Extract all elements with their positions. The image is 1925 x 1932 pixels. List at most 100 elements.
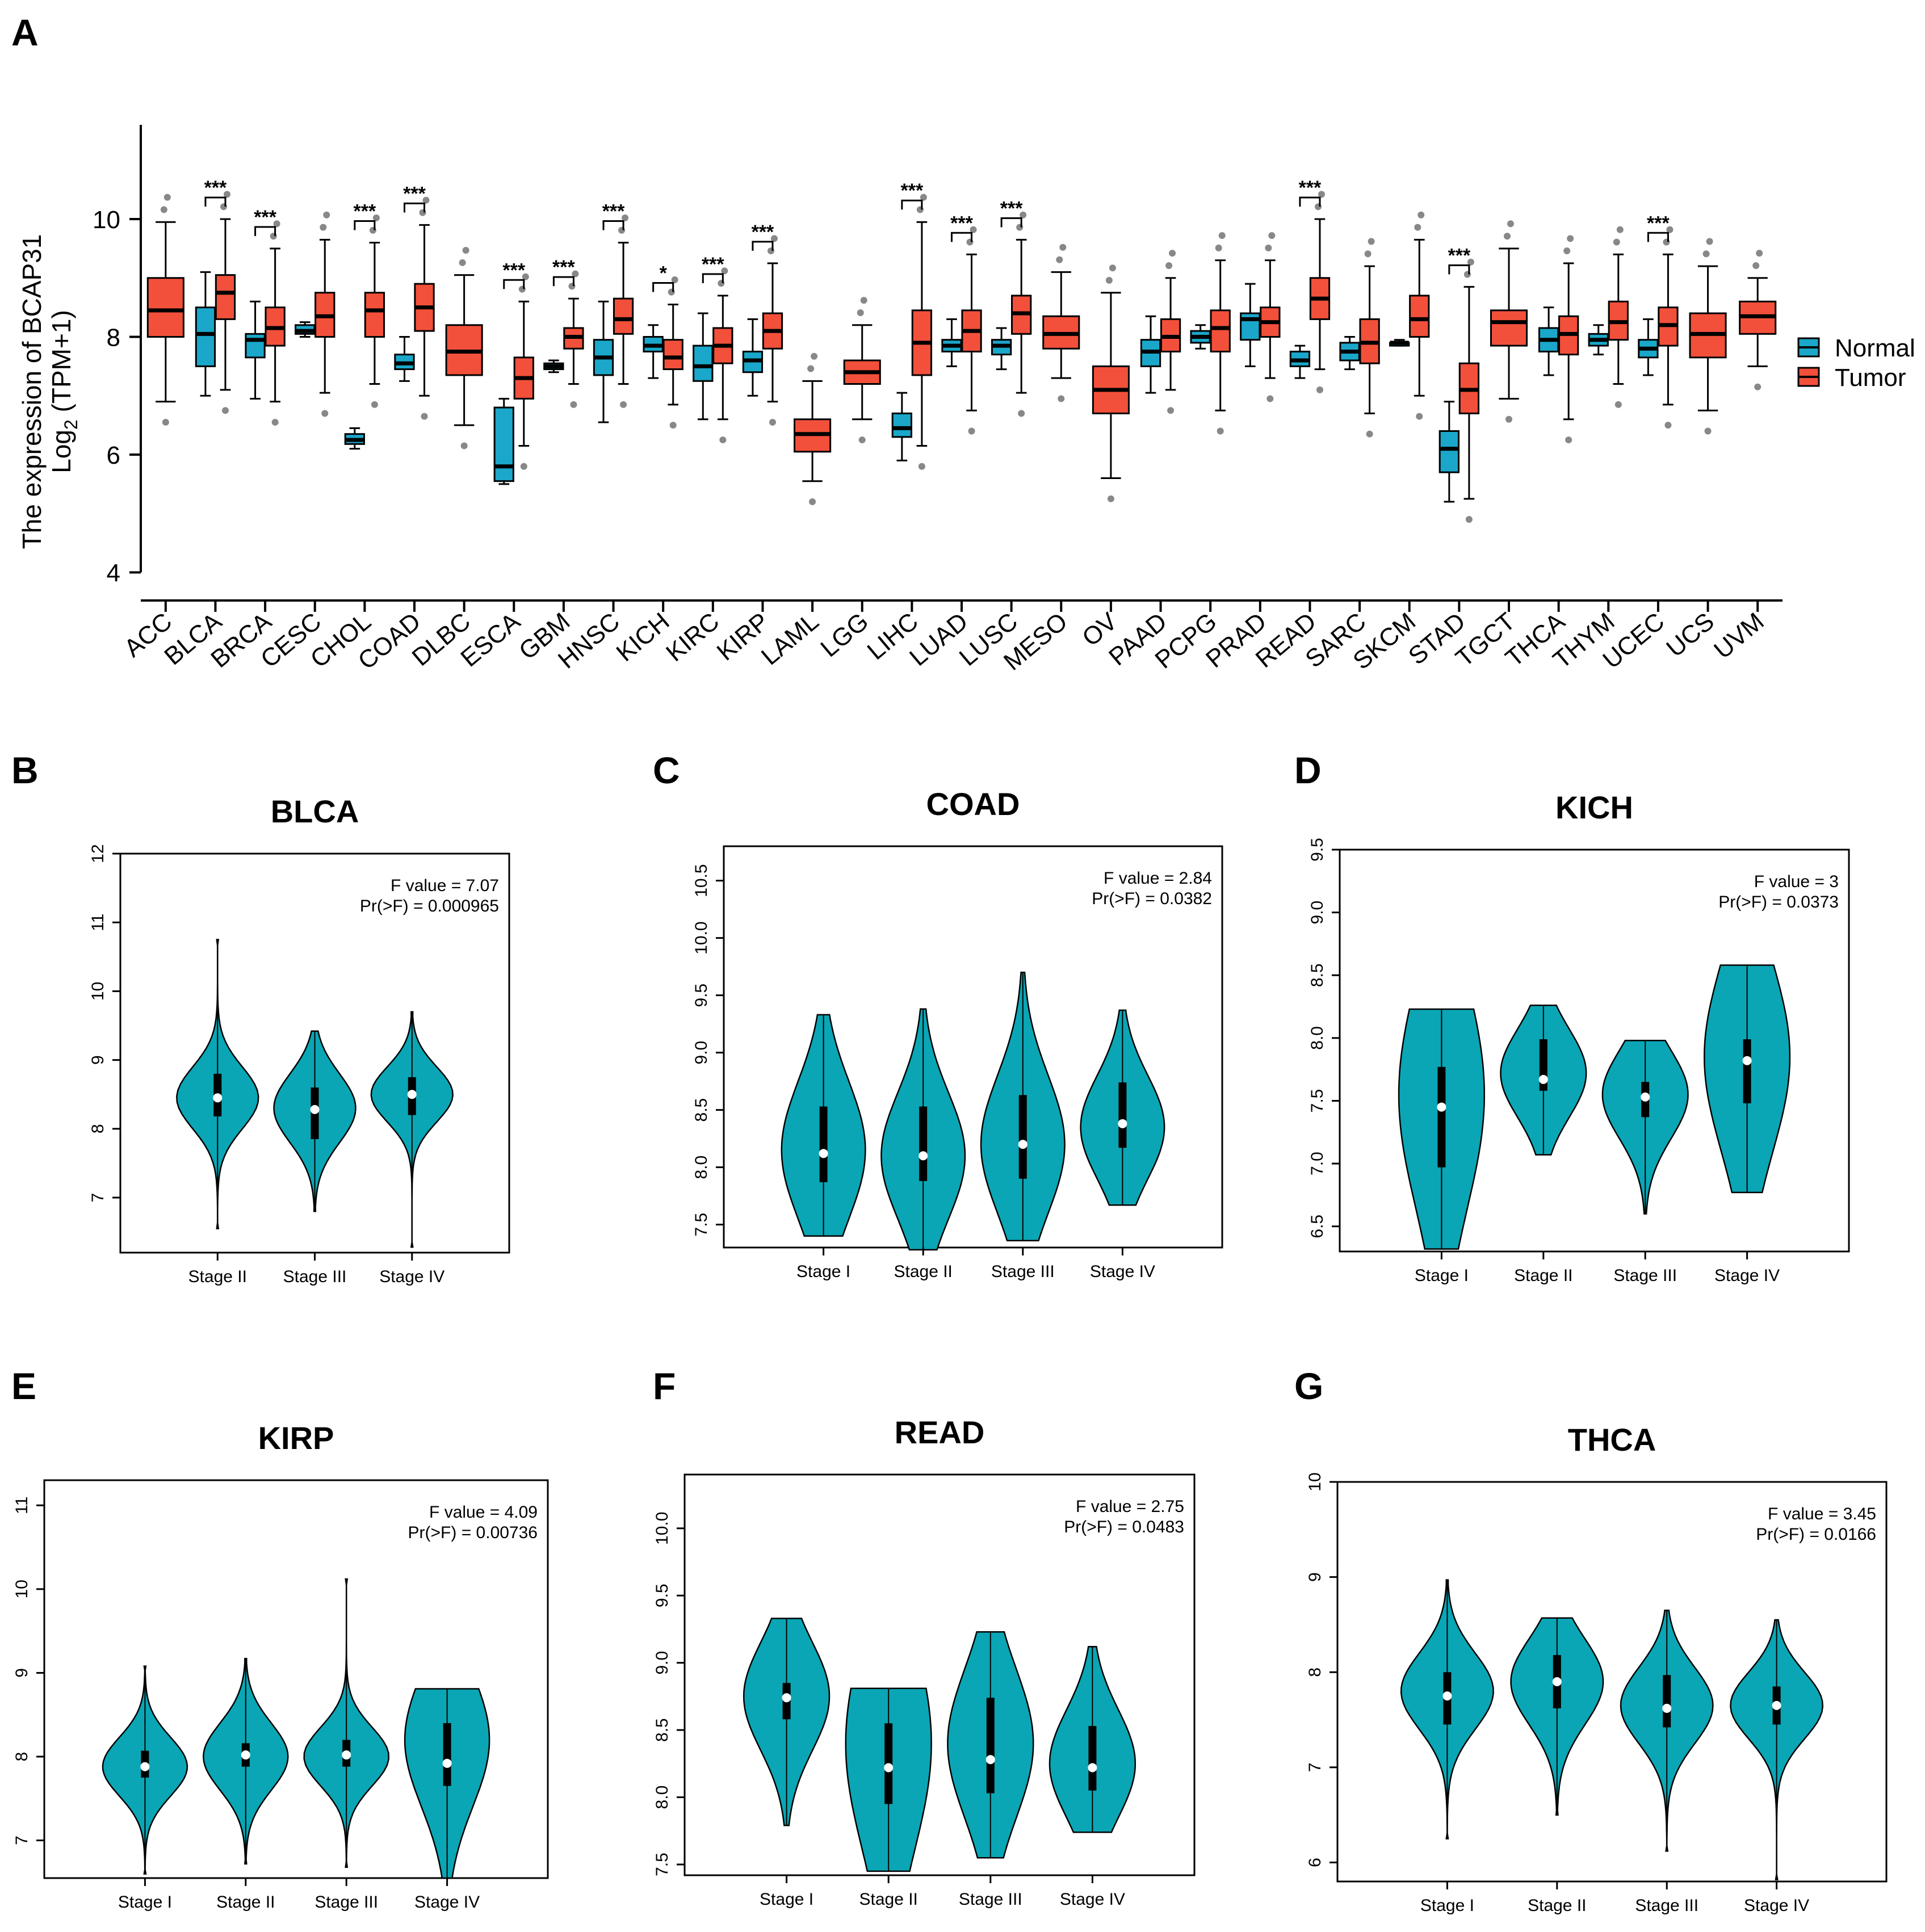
cat-laml-tumor-outlier [807,365,815,372]
violin-panel-e-title: KIRP [258,1420,334,1456]
violin-panel-g-stage-i-median [1442,1691,1452,1701]
cat-cesc-tumor-outlier [321,410,329,417]
violin-panel-c-y-tick-label: 8.5 [692,1098,711,1122]
violin-panel-d-p-value: Pr(>F) = 0.0373 [1718,893,1839,912]
violin-panel-f-y-tick-label: 8.0 [653,1786,672,1809]
violin-panel-f-y-tick-label: 9.0 [653,1651,672,1675]
cat-ucs-tumor-outlier [1706,238,1713,245]
cat-brca-tumor-outlier [271,418,279,426]
violin-panel-b-stage-ii-x-label: Stage II [188,1267,247,1286]
y-axis-label-line1: The expression of BCAP31 [17,234,47,549]
violin-panel-e-stage-i-median [140,1762,150,1771]
cat-sarc-tumor-outlier [1364,250,1372,258]
violin-panel-c-stage-iv-x-label: Stage IV [1090,1262,1155,1281]
violin-panel-e-y-tick-label: 8 [12,1752,31,1762]
violin-panel-c-y-tick-label: 8.0 [692,1156,711,1179]
cat-esca-x-label: ESCA [455,607,526,673]
violin-panel-f-stage-iii-iqr [986,1698,995,1794]
violin-panel-g-p-value: Pr(>F) = 0.0166 [1756,1525,1876,1544]
cat-kirc-normal-box [693,345,714,382]
cat-kich-tumor-box [662,339,683,371]
violin-panel-b-stage-iii-x-label: Stage III [283,1267,347,1286]
cat-stad-sig-bracket [1448,264,1470,275]
violin-panel-g-y-tick-label: 10 [1306,1472,1324,1491]
cat-chol-sig-bracket [354,220,376,230]
cat-gbm-sig-label: *** [552,257,575,278]
cat-kirp-tumor-outlier [770,235,778,242]
cat-chol-sig-label: *** [354,201,376,222]
cat-kirc-x-label: KIRC [661,607,724,667]
cat-sarc-tumor-outlier [1366,430,1373,438]
violin-panel-d-y-tick-label: 9.0 [1308,901,1327,925]
y-axis-label-line2: Log2 (TPM+1) [47,310,81,473]
cat-dlbc-tumor-outlier [459,259,466,266]
panel-letter-g: G [1294,1365,1323,1407]
violin-panel-g-f-value: F value = 3.45 [1768,1505,1876,1523]
violin-panel-b-f-value: F value = 7.07 [391,876,499,895]
cat-brca-sig-bracket [254,226,276,236]
cat-thym-tumor-outlier [1614,401,1622,408]
cat-meso-tumor-outlier [1058,395,1065,402]
cat-kich-tumor-outlier [671,276,678,283]
cat-esca-sig-label: *** [502,259,525,281]
cat-kirc-tumor-outlier [719,436,727,444]
cat-lusc-tumor-outlier [1018,410,1025,417]
violin-panel-d-y-tick-label: 8.0 [1308,1026,1327,1050]
violin-panel-f-stage-ii-x-label: Stage II [859,1890,917,1909]
cat-stad-normal-box [1438,430,1460,473]
violin-panel-g-y-tick-label: 7 [1306,1763,1324,1773]
violin-panel-e-f-value: F value = 4.09 [429,1503,538,1522]
violin-panel-b: BLCA 7 8 9 10 11 12 F value = 7.07 Pr(>F) = 0.00… [89,793,510,1286]
violin-panel-d-stage-iv-x-label: Stage IV [1714,1266,1780,1285]
cat-laml-tumor-outlier [809,498,816,505]
violin-panel-e-stage-ii-median [241,1750,250,1760]
violin-panel-e-y-tick-label: 10 [12,1580,31,1598]
violin-panel-g-y-tick-label: 8 [1306,1668,1324,1677]
violin-panel-c-frame [723,845,1223,1249]
violin-panel-e-y-tick-label: 11 [12,1497,31,1514]
cat-luad-x-label: LUAD [904,607,973,671]
violin-panel-e-y-tick-label: 9 [12,1668,31,1678]
violin-panel-b-y-tick-label: 10 [89,982,107,1001]
panel-letter-b: B [11,749,39,791]
violin-panel-f-y-tick-label: 8.5 [653,1718,672,1742]
violin-panel-d-stage-iii-x-label: Stage III [1613,1266,1677,1285]
cat-hnsc-sig-bracket [602,220,624,230]
cat-uvm-tumor-outlier [1752,262,1760,269]
violin-panel-c-p-value: Pr(>F) = 0.0382 [1092,889,1212,908]
panel-letter-e: E [11,1365,36,1407]
violin-panel-f-frame [683,1473,1196,1876]
cat-luad-tumor-outlier [970,226,977,233]
cat-thym-tumor-outlier [1616,226,1624,233]
violin-panel-c-y-tick-label: 7.5 [692,1213,711,1237]
violin-panel-e-frame [43,1479,549,1879]
violin-panel-d-y-tick-label: 8.5 [1308,963,1327,987]
violin-panel-c-stage-i-iqr [819,1106,828,1182]
violin-panel-c-stage-ii-x-label: Stage II [894,1262,952,1281]
cat-ucs-tumor-outlier [1704,427,1712,435]
violin-panel-f-stage-iv-iqr [1088,1726,1097,1791]
cat-tgct-tumor-outlier [1505,415,1512,423]
cat-chol-tumor-box [364,292,385,338]
cat-kirc-tumor-outlier [721,267,728,275]
cat-kich-sig-bracket [652,282,674,292]
cat-ucec-tumor-outlier [1664,422,1672,429]
cat-read-sig-bracket [1299,196,1321,207]
cat-tgct-tumor-outlier [1507,220,1514,228]
cat-blca-tumor-outlier [223,191,230,198]
legend-label-tumor: Tumor [1835,364,1906,392]
cat-kich-x-label: KICH [611,607,675,667]
violin-panel-b-stage-iii-median [310,1104,320,1114]
cat-ucec-sig-label: *** [1647,212,1670,234]
violin-panel-e-stage-iv-iqr [443,1723,451,1786]
cat-lihc-sig-label: *** [901,180,924,201]
cat-paad-tumor-outlier [1169,250,1176,257]
violin-panel-f-y-tick-label: 7.5 [653,1853,672,1876]
violin-panel-d: KICH 6.5 7.0 7.5 8.0 8.5 9.0 9.5 F value = 3 Pr(>… [1308,789,1850,1285]
cat-brca-tumor-outlier [273,220,280,228]
cat-acc-tumor-outlier [162,418,169,426]
violin-panel-c-title: COAD [926,786,1020,822]
cat-gbm-tumor-outlier [570,401,577,408]
